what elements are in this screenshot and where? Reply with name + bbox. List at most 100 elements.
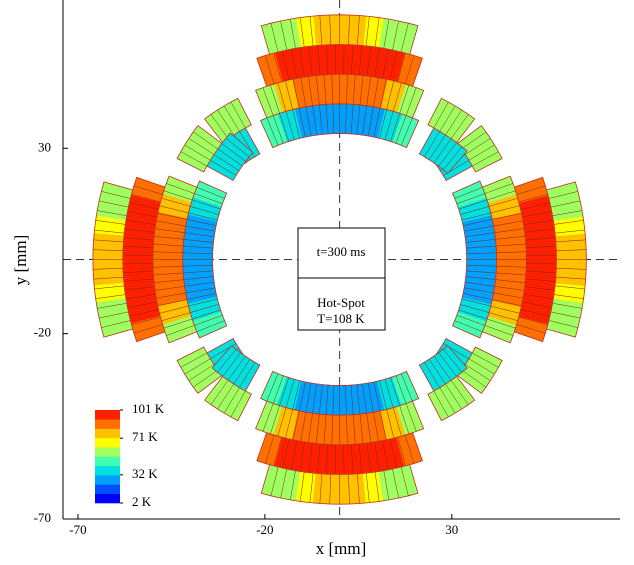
cell-divider	[399, 405, 410, 435]
cell-divider	[159, 205, 189, 214]
cell-divider	[454, 320, 483, 332]
time-label: t=300 ms	[317, 244, 366, 259]
cell-divider	[464, 225, 494, 232]
cell-divider	[346, 415, 348, 445]
cell-divider	[292, 380, 301, 410]
cell-divider	[379, 78, 387, 109]
cell-divider	[213, 154, 240, 171]
cell-divider	[465, 239, 496, 243]
block-outline	[260, 14, 419, 55]
colorbar-label: 101 K	[132, 401, 165, 416]
block-outline	[92, 181, 134, 338]
cell-divider	[299, 472, 305, 502]
cell-divider	[346, 74, 348, 104]
cell-divider	[180, 151, 208, 167]
cell-divider	[331, 74, 334, 104]
cell-divider	[384, 379, 394, 408]
cell-divider	[124, 286, 155, 291]
cell-divider	[125, 294, 156, 300]
cell-divider	[454, 187, 483, 199]
cell-divider	[365, 473, 370, 503]
coil-segment	[555, 267, 587, 287]
cell-divider	[270, 405, 280, 435]
cell-divider	[367, 106, 374, 136]
cell-divider	[365, 16, 370, 46]
cell-divider	[460, 206, 490, 215]
cell-divider	[194, 315, 223, 326]
cell-divider	[424, 131, 440, 157]
cell-divider	[343, 444, 345, 475]
colorbar-swatch	[95, 456, 120, 467]
cell-divider	[438, 352, 457, 377]
cell-divider	[312, 105, 317, 136]
cell-divider	[94, 285, 125, 290]
coil-group	[63, 0, 620, 519]
cell-divider	[270, 23, 279, 53]
cell-divider	[494, 286, 525, 291]
colorbar-swatch	[95, 428, 120, 439]
cell-divider	[329, 474, 332, 505]
cell-divider	[154, 228, 185, 233]
cell-divider	[217, 349, 237, 373]
cell-divider	[94, 229, 125, 234]
cell-divider	[400, 23, 409, 53]
cell-divider	[550, 311, 581, 319]
cell-divider	[277, 82, 287, 112]
cell-divider	[359, 75, 364, 105]
cell-divider	[299, 47, 305, 77]
cell-divider	[279, 377, 290, 406]
cell-divider	[373, 107, 381, 138]
cell-divider	[186, 293, 217, 300]
block-outline	[260, 464, 419, 505]
cell-divider	[193, 131, 218, 150]
cell-divider	[466, 245, 497, 249]
cell-divider	[358, 443, 363, 474]
cell-divider	[348, 14, 350, 45]
cell-divider	[101, 320, 131, 328]
cell-divider	[233, 359, 251, 385]
cell-divider	[404, 55, 415, 84]
cell-divider	[382, 440, 389, 470]
cell-divider	[496, 272, 527, 276]
cell-divider	[489, 312, 518, 322]
cell-divider	[308, 46, 313, 76]
cell-divider	[522, 211, 552, 218]
cell-divider	[280, 468, 288, 499]
cell-divider	[184, 358, 211, 375]
cell-divider	[522, 301, 552, 308]
cell-divider	[465, 281, 495, 287]
cell-divider	[319, 15, 323, 46]
cell-divider	[153, 272, 184, 276]
cell-divider	[161, 312, 191, 322]
colorbar-swatch	[95, 475, 120, 485]
cell-divider	[182, 264, 213, 267]
cell-divider	[221, 143, 246, 162]
cell-divider	[493, 220, 524, 227]
colorbar-swatch	[95, 437, 120, 448]
cell-divider	[465, 364, 491, 381]
cell-divider	[273, 53, 282, 82]
cell-divider	[210, 114, 229, 139]
cell-divider	[217, 148, 243, 167]
cell-divider	[273, 437, 282, 466]
coil-segment	[122, 249, 154, 270]
coil-segment	[310, 413, 332, 445]
cell-divider	[350, 385, 354, 415]
cell-divider	[285, 80, 293, 110]
cell-divider	[524, 228, 555, 233]
cell-divider	[351, 44, 354, 75]
coil-segment	[312, 473, 333, 505]
cell-divider	[99, 200, 129, 208]
cell-divider	[555, 285, 585, 290]
cell-divider	[526, 246, 557, 249]
cell-divider	[319, 104, 323, 135]
coil-segment	[524, 267, 557, 288]
cell-divider	[298, 107, 306, 138]
cell-divider	[392, 20, 399, 51]
cell-divider	[374, 472, 380, 502]
cell-divider	[299, 17, 305, 47]
cell-divider	[400, 466, 409, 496]
cell-divider	[101, 191, 131, 199]
cell-divider	[163, 190, 193, 201]
